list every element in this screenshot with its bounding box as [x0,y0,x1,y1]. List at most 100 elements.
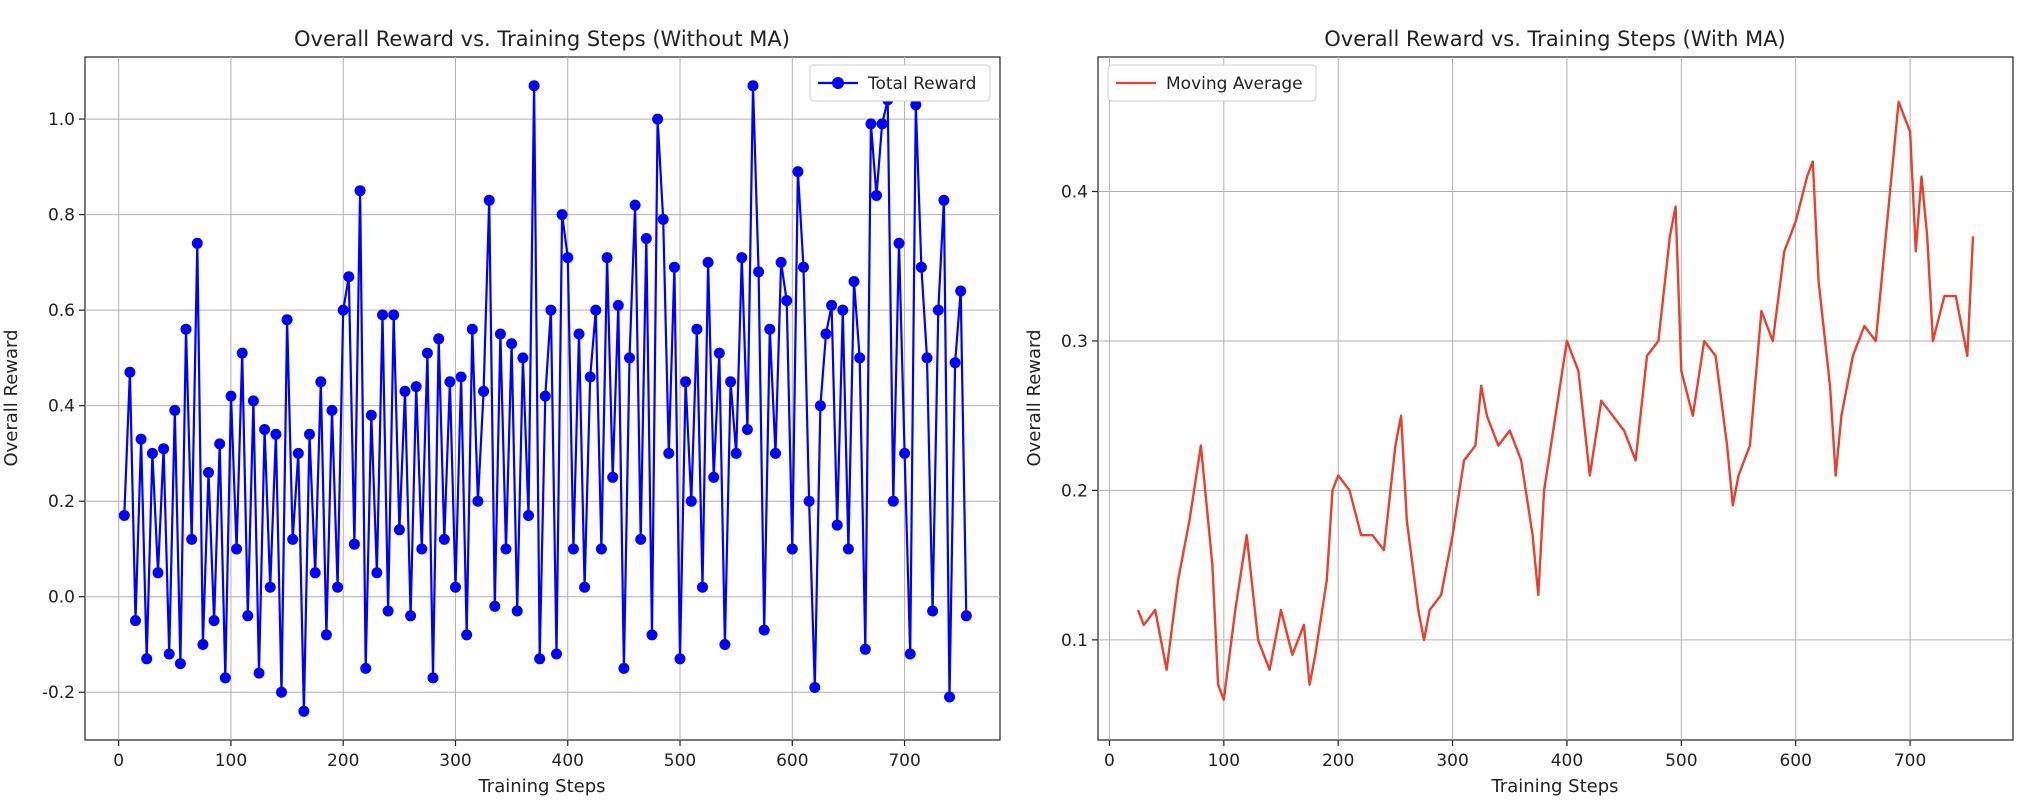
left-data-point [517,352,529,364]
left-x-tick-label: 700 [888,751,920,771]
left-data-point [337,304,349,316]
left-data-point [775,256,787,268]
left-data-point [326,404,338,416]
left-data-point [450,581,461,593]
left-data-point [719,639,731,650]
left-data-point [500,543,512,555]
left-data-point [410,381,422,393]
left-y-tick-label: 0.2 [48,492,75,512]
left-data-point [135,433,147,445]
right-x-tick-label: 200 [1322,751,1354,771]
left-data-point [826,299,838,311]
left-x-tick-label: 100 [215,751,247,771]
left-data-point [186,533,198,545]
right-legend-box [1107,64,1317,102]
left-data-point [483,194,495,206]
left-data-point [652,113,664,125]
right-y-axis-label: Overall Reward [1024,329,1045,466]
left-data-point [158,443,170,455]
left-data-point [247,395,259,407]
right-x-tick-label: 400 [1551,751,1583,771]
left-data-point [416,543,428,555]
left-y-tick-label: 0.4 [48,397,75,417]
left-data-point [927,605,939,617]
left-data-point [607,471,619,483]
left-data-point [612,299,624,311]
left-data-point [781,295,793,307]
left-data-point [595,543,607,555]
left-data-point [837,304,849,316]
left-y-tick-label: 0.6 [48,301,75,321]
left-data-point [506,338,518,350]
right-legend: Moving Average [1107,64,1317,102]
left-data-point [893,237,905,249]
left-data-point [348,538,360,550]
left-data-point [191,237,203,249]
left-data-point [523,510,534,521]
left-x-tick-label: 0 [113,751,124,771]
left-y-ticks: -0.2 0.0 0.2 0.4 0.6 0.8 1.0 [42,110,85,703]
left-data-point [264,581,276,593]
left-data-point [461,629,473,641]
left-data-point [820,328,832,340]
left-data-point [921,352,933,364]
left-data-point [214,438,226,450]
left-legend-box [809,64,991,102]
left-data-point [511,605,523,617]
left-data-point [573,328,585,340]
left-data-point [624,352,635,364]
left-data-point [141,653,153,665]
left-data-point [635,533,647,545]
left-data-point [764,323,776,335]
left-data-point [169,404,181,416]
left-data-point [691,323,703,335]
left-data-point [887,495,899,507]
left-data-point [629,199,641,211]
left-data-point [393,524,405,536]
left-data-point [562,252,574,264]
left-data-point [427,672,439,684]
left-data-point [399,385,411,397]
left-data-point [955,285,967,297]
left-data-point [276,686,287,698]
left-data-point [904,648,916,660]
left-data-point [130,615,141,627]
left-data-point [287,533,299,545]
left-data-point [388,309,400,321]
left-legend-marker-swatch [832,77,844,89]
right-x-tick-label: 500 [1665,751,1697,771]
left-data-point [354,185,366,197]
left-data-point [949,357,961,369]
left-data-point [174,658,186,670]
left-data-point [680,376,692,388]
left-data-point [438,533,450,545]
left-data-point [315,376,327,388]
right-legend-label: Moving Average [1166,74,1303,94]
left-data-point [304,428,315,440]
right-x-tick-label: 300 [1436,751,1468,771]
left-data-point [876,118,888,130]
left-data-point [494,328,506,340]
left-chart-title: Overall Reward vs. Training Steps (Witho… [294,27,790,51]
left-data-point [663,447,675,459]
left-data-point [343,271,355,283]
left-data-point [208,615,220,627]
left-data-point [225,390,237,402]
left-data-point [944,691,955,703]
right-grid [1098,57,2013,740]
left-data-point [674,653,686,665]
left-data-point [730,447,742,459]
left-data-point [584,371,596,383]
left-data-point [270,428,282,440]
left-data-point [489,600,501,612]
left-data-point [859,643,871,655]
right-x-tick-label: 700 [1894,751,1926,771]
left-x-axis-label: Training Steps [477,776,605,797]
left-y-tick-label: -0.2 [42,683,75,703]
left-data-point [657,213,669,225]
left-y-tick-label: 1.0 [48,110,75,130]
chart-left: 0 100 200 300 400 500 600 700 -0.2 0.0 0.2 0.4 0.6 0… [1,27,1001,797]
left-y-axis-label: Overall Reward [1,329,22,466]
